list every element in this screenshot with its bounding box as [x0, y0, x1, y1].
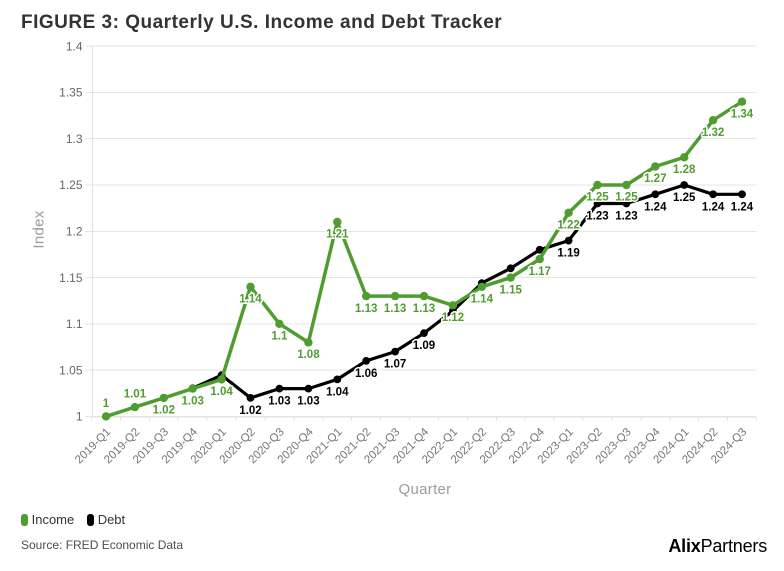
svg-text:1: 1	[76, 410, 83, 424]
svg-text:1.32: 1.32	[702, 127, 724, 139]
svg-text:1.07: 1.07	[384, 359, 406, 371]
svg-text:1.23: 1.23	[615, 211, 637, 223]
svg-text:1.4: 1.4	[66, 39, 83, 53]
svg-text:1.02: 1.02	[239, 405, 261, 417]
svg-text:1.25: 1.25	[59, 178, 83, 192]
svg-text:1.25: 1.25	[615, 192, 638, 204]
svg-text:1.24: 1.24	[644, 201, 667, 213]
svg-text:1.14: 1.14	[239, 294, 262, 306]
svg-text:1.12: 1.12	[442, 312, 464, 324]
svg-text:1.13: 1.13	[413, 303, 435, 315]
svg-text:1.24: 1.24	[702, 201, 725, 213]
svg-text:1.01: 1.01	[124, 389, 147, 401]
svg-text:1.27: 1.27	[644, 173, 666, 185]
svg-text:1.15: 1.15	[500, 284, 523, 296]
svg-text:1.03: 1.03	[297, 396, 319, 408]
svg-text:1.13: 1.13	[355, 303, 377, 315]
svg-text:1.17: 1.17	[529, 266, 551, 278]
svg-text:1: 1	[103, 398, 110, 410]
svg-text:1.09: 1.09	[413, 340, 435, 352]
svg-text:1.1: 1.1	[66, 317, 83, 331]
svg-text:1.1: 1.1	[271, 331, 288, 343]
svg-text:1.03: 1.03	[182, 395, 204, 407]
svg-text:1.15: 1.15	[59, 271, 83, 285]
svg-text:Quarter: Quarter	[399, 481, 452, 498]
svg-text:1.28: 1.28	[673, 164, 696, 176]
svg-text:1.25: 1.25	[586, 192, 609, 204]
svg-text:1.04: 1.04	[210, 386, 233, 398]
svg-text:1.02: 1.02	[153, 405, 175, 417]
svg-text:1.3: 1.3	[66, 132, 83, 146]
svg-text:1.25: 1.25	[673, 192, 696, 204]
svg-text:1.04: 1.04	[326, 386, 349, 398]
svg-text:1.2: 1.2	[66, 225, 83, 239]
svg-text:1.19: 1.19	[557, 248, 579, 260]
svg-text:1.06: 1.06	[355, 368, 377, 380]
svg-text:1.05: 1.05	[59, 363, 83, 377]
svg-text:1.13: 1.13	[384, 303, 406, 315]
svg-text:1.21: 1.21	[326, 229, 349, 241]
svg-text:1.35: 1.35	[59, 86, 83, 100]
svg-text:1.14: 1.14	[471, 294, 494, 306]
svg-text:1.08: 1.08	[297, 349, 320, 361]
svg-text:1.22: 1.22	[557, 220, 579, 232]
svg-text:1.03: 1.03	[268, 396, 290, 408]
svg-text:Index: Index	[31, 210, 48, 248]
svg-text:1.24: 1.24	[731, 201, 754, 213]
svg-text:1.23: 1.23	[586, 211, 608, 223]
svg-text:1.34: 1.34	[731, 108, 754, 120]
